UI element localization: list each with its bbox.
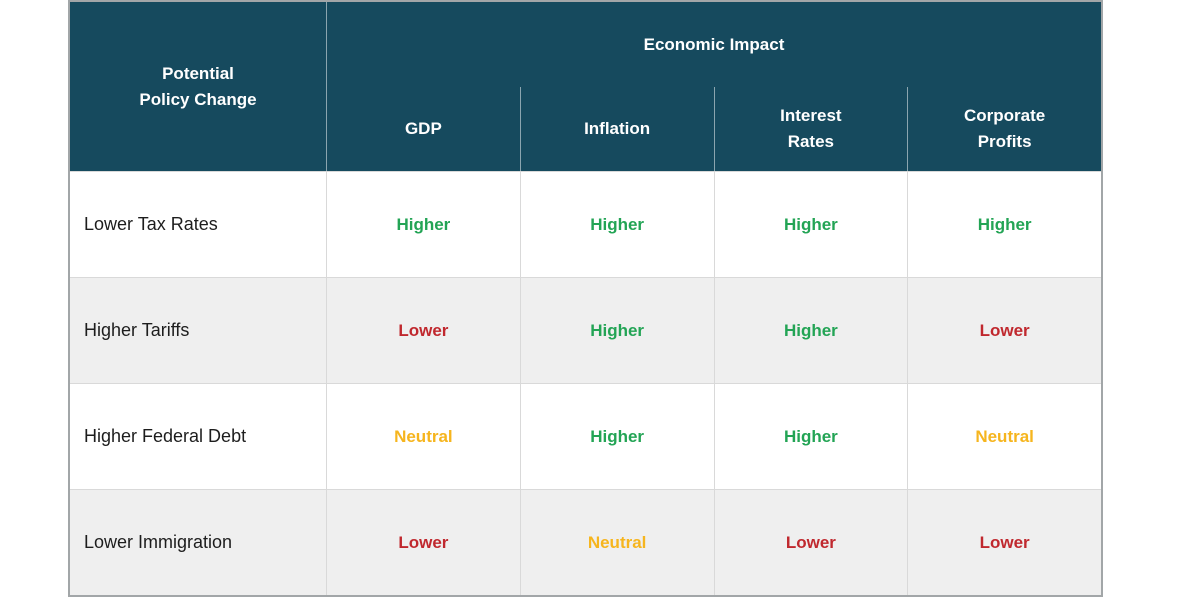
- economic-impact-group-header: Economic Impact: [326, 2, 1101, 87]
- policy-cell: Lower Immigration: [70, 489, 326, 595]
- impact-cell: Higher: [907, 171, 1101, 277]
- policy-cell: Lower Tax Rates: [70, 171, 326, 277]
- policy-cell: Higher Federal Debt: [70, 383, 326, 489]
- impact-cell: Higher: [713, 383, 908, 489]
- column-header-gdp: GDP: [326, 87, 520, 171]
- table-grid: Potential Policy Change Economic Impact …: [70, 2, 1101, 595]
- impact-cell: Lower: [907, 277, 1101, 383]
- column-header-corporate-profits: Corporate Profits: [907, 87, 1101, 171]
- policy-impact-table: Potential Policy Change Economic Impact …: [68, 0, 1103, 597]
- impact-cell: Neutral: [907, 383, 1101, 489]
- impact-cell: Neutral: [519, 489, 714, 595]
- impact-cell: Higher: [519, 277, 714, 383]
- impact-cell: Lower: [326, 277, 520, 383]
- policy-cell: Higher Tariffs: [70, 277, 326, 383]
- impact-cell: Higher: [519, 383, 714, 489]
- impact-cell: Higher: [519, 171, 714, 277]
- impact-cell: Higher: [713, 171, 908, 277]
- impact-cell: Lower: [713, 489, 908, 595]
- column-header-inflation: Inflation: [519, 87, 714, 171]
- column-header-interest-rates: Interest Rates: [713, 87, 908, 171]
- impact-cell: Higher: [326, 171, 520, 277]
- policy-column-header: Potential Policy Change: [70, 2, 326, 171]
- impact-cell: Lower: [907, 489, 1101, 595]
- impact-cell: Neutral: [326, 383, 520, 489]
- impact-cell: Higher: [713, 277, 908, 383]
- impact-cell: Lower: [326, 489, 520, 595]
